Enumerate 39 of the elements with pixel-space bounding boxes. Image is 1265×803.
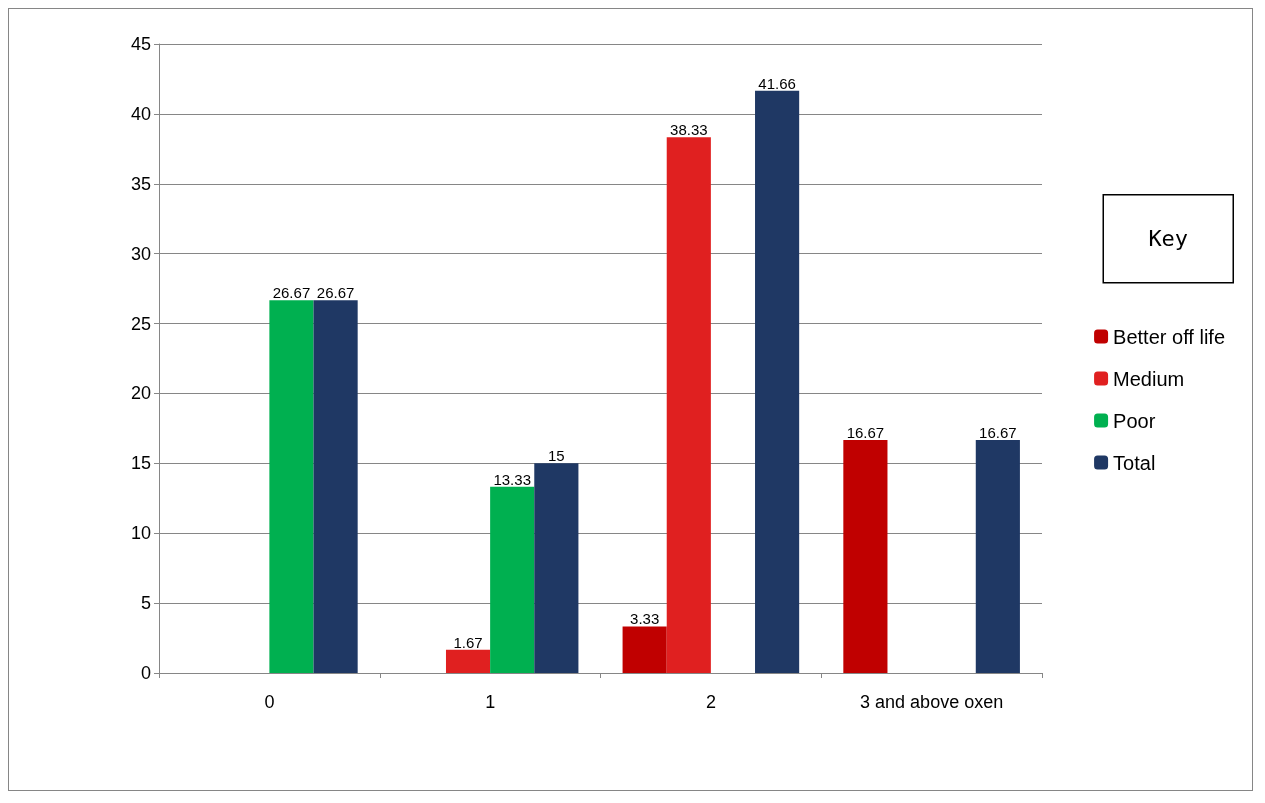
bar (622, 626, 667, 673)
y-tick-label: 0 (140, 663, 151, 683)
y-tick-label: 10 (130, 523, 151, 544)
data-label: 1.67 (453, 633, 483, 651)
bar (843, 439, 888, 673)
data-label: 26.67 (272, 284, 311, 302)
bar (666, 137, 711, 673)
bar (269, 300, 314, 673)
legend-label: Total (1113, 451, 1156, 474)
y-tick-label: 20 (130, 383, 151, 404)
legend-label: Medium (1113, 367, 1185, 390)
data-label: 13.33 (493, 470, 531, 488)
data-label: 3.33 (630, 610, 660, 628)
y-tick-label: 35 (130, 173, 151, 194)
data-label: 41.66 (758, 74, 796, 92)
bar (490, 486, 535, 673)
data-label: 16.67 (979, 423, 1017, 441)
data-label: 26.67 (316, 284, 355, 302)
bar (975, 439, 1020, 673)
bar (445, 649, 491, 673)
data-label: 38.33 (670, 121, 708, 139)
text: Key (1148, 226, 1189, 252)
data-label: 15 (548, 447, 565, 465)
y-tick-label: 45 (130, 34, 151, 54)
data-label: 16.67 (846, 423, 885, 441)
bar (755, 90, 800, 673)
x-tick-label: 1 (485, 692, 496, 712)
y-tick-label: 5 (140, 593, 151, 614)
bar (534, 463, 579, 673)
y-tick-label: 25 (130, 313, 151, 334)
y-tick-label: 40 (130, 103, 151, 124)
bar (313, 300, 358, 673)
x-tick-label: 3 and above oxen (860, 692, 1004, 712)
legend-label: Poor (1113, 409, 1156, 432)
x-tick-label: 0 (264, 692, 275, 712)
y-tick-label: 15 (130, 453, 151, 474)
legend-label: Better off life (1113, 325, 1226, 348)
y-tick-label: 30 (130, 243, 151, 264)
x-tick-label: 2 (705, 692, 716, 712)
